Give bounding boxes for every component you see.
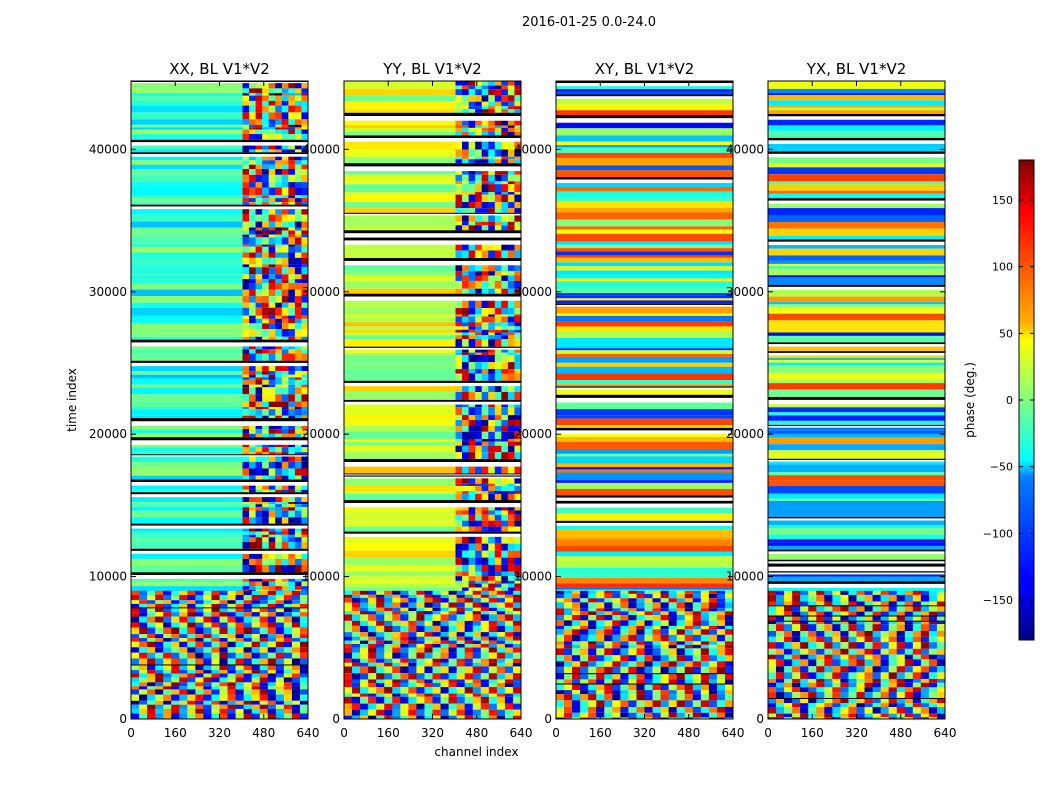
- y-tick-label: 40000: [726, 142, 764, 156]
- panel-1: YY, BL V1*V2 0 160 320 480 640 0 10000 20000 3000…: [302, 60, 533, 759]
- y-tick-label: 20000: [302, 427, 340, 441]
- heatmap-image: [131, 81, 308, 719]
- y-tick-label: 30000: [514, 285, 552, 299]
- colorbar-tick-label: −150: [983, 594, 1013, 607]
- y-tick-label: 10000: [89, 570, 127, 584]
- x-tick-label: 480: [252, 726, 275, 740]
- x-axis-label: channel index: [434, 745, 518, 759]
- suptitle: 2016-01-25 0.0-24.0: [522, 15, 656, 30]
- y-tick-label: 0: [756, 712, 764, 726]
- y-tick-label: 20000: [514, 427, 552, 441]
- x-tick-label: 480: [889, 726, 912, 740]
- x-tick-label: 640: [510, 726, 533, 740]
- x-tick-label: 640: [722, 726, 745, 740]
- y-tick-label: 30000: [302, 285, 340, 299]
- x-tick-label: 160: [377, 726, 400, 740]
- y-axis-label: time index: [65, 368, 79, 432]
- x-tick-label: 0: [764, 726, 772, 740]
- colorbar-tick-label: 50: [999, 327, 1013, 340]
- panel-2: XY, BL V1*V2 0 160 320 480 640 0 10000 20000 3000…: [514, 60, 745, 740]
- y-tick-label: 30000: [726, 285, 764, 299]
- x-tick-label: 160: [589, 726, 612, 740]
- y-tick-label: 40000: [514, 142, 552, 156]
- x-tick-label: 480: [465, 726, 488, 740]
- x-tick-label: 0: [552, 726, 560, 740]
- y-tick-label: 10000: [726, 570, 764, 584]
- colorbar-tick-label: −50: [990, 461, 1013, 474]
- x-tick-label: 0: [340, 726, 348, 740]
- y-tick-label: 20000: [726, 427, 764, 441]
- heatmap-image: [768, 81, 945, 719]
- panel-title: YX, BL V1*V2: [806, 60, 907, 78]
- x-tick-label: 320: [845, 726, 868, 740]
- x-tick-label: 480: [677, 726, 700, 740]
- panel-3: YX, BL V1*V2 0 160 320 480 640 0 10000 20000 3000…: [726, 60, 957, 740]
- panel-title: XX, BL V1*V2: [169, 60, 270, 78]
- colorbar-tick-label: 0: [1006, 394, 1013, 407]
- heatmap-image: [344, 81, 521, 719]
- y-tick-label: 10000: [514, 570, 552, 584]
- x-tick-label: 640: [934, 726, 957, 740]
- x-tick-label: 160: [801, 726, 824, 740]
- y-tick-label: 20000: [89, 427, 127, 441]
- y-tick-label: 10000: [302, 570, 340, 584]
- x-tick-label: 320: [208, 726, 231, 740]
- colorbar-label: phase (deg.): [963, 362, 977, 438]
- heatmap-panels: XX, BL V1*V2 0 160 320 480 640 0 10000 20000 3000…: [65, 60, 956, 759]
- y-tick-label: 40000: [89, 142, 127, 156]
- colorbar-tick-label: 100: [992, 261, 1013, 274]
- x-tick-label: 320: [421, 726, 444, 740]
- panel-0: XX, BL V1*V2 0 160 320 480 640 0 10000 20000 3000…: [65, 60, 319, 740]
- colorbar-tick-label: −100: [983, 527, 1013, 540]
- y-tick-label: 40000: [302, 142, 340, 156]
- x-tick-label: 640: [297, 726, 320, 740]
- x-tick-label: 160: [164, 726, 187, 740]
- colorbar-tick-label: 150: [992, 194, 1013, 207]
- y-tick-label: 30000: [89, 285, 127, 299]
- panel-title: YY, BL V1*V2: [382, 60, 481, 78]
- y-tick-label: 0: [544, 712, 552, 726]
- x-tick-label: 0: [127, 726, 135, 740]
- panel-title: XY, BL V1*V2: [595, 60, 695, 78]
- x-tick-label: 320: [633, 726, 656, 740]
- heatmap-image: [556, 81, 733, 719]
- colorbar: −150 −100 −50 0 50 100 150 phase (deg.): [963, 159, 1035, 641]
- y-tick-label: 0: [119, 712, 127, 726]
- y-tick-label: 0: [332, 712, 340, 726]
